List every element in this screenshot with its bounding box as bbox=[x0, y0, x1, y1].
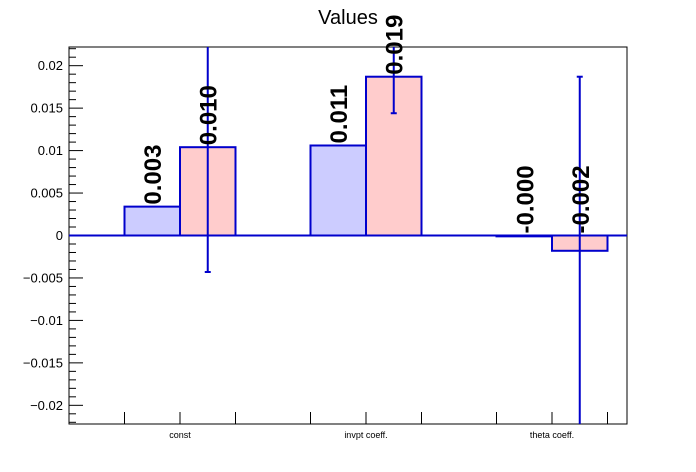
y-tick-label: 0 bbox=[56, 228, 63, 243]
y-tick-label: 0.015 bbox=[30, 101, 63, 116]
y-tick-label: −0.005 bbox=[23, 270, 63, 285]
category-label: const bbox=[169, 430, 191, 440]
data-label: -0.002 bbox=[568, 165, 595, 233]
y-tick-label: 0.02 bbox=[38, 58, 63, 73]
y-tick-label: −0.02 bbox=[30, 398, 63, 413]
category-label: invpt coeff. bbox=[344, 430, 387, 440]
data-label: 0.011 bbox=[326, 85, 353, 144]
y-tick-label: 0.01 bbox=[38, 143, 63, 158]
bar bbox=[309, 144, 367, 237]
plot-area: −0.02 −0.015 −0.01 −0.005 0 0.005 0.01 0.015 0.0… bbox=[23, 15, 628, 440]
category-label: theta coeff. bbox=[530, 430, 574, 440]
y-tick-label: 0.005 bbox=[30, 186, 63, 201]
data-label: -0.000 bbox=[512, 165, 539, 233]
chart-title: Values bbox=[318, 7, 378, 29]
bar bbox=[123, 205, 181, 237]
data-label: 0.019 bbox=[382, 15, 409, 75]
data-label: 0.010 bbox=[196, 85, 223, 145]
y-tick-label: −0.01 bbox=[30, 313, 63, 328]
y-tick-label: −0.015 bbox=[23, 355, 63, 370]
data-label: 0.003 bbox=[140, 145, 167, 205]
